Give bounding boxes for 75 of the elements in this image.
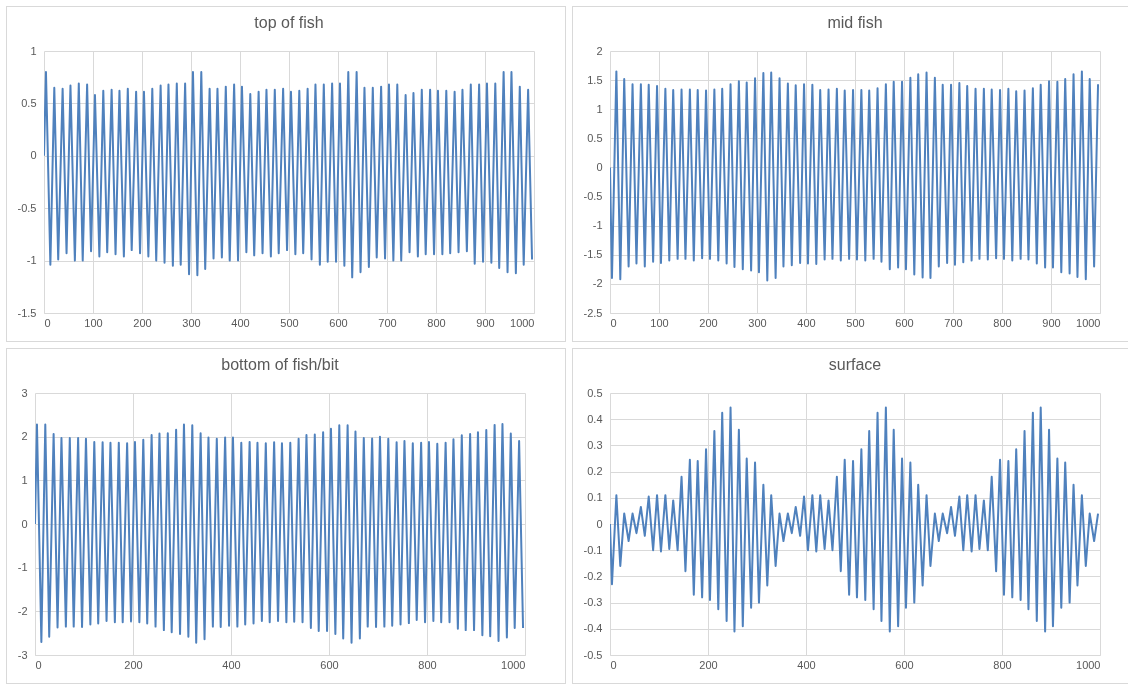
y-tick-label: 0.4 [587,412,603,425]
y-tick-label: 2 [21,430,28,443]
y-tick-label: 2 [596,44,603,57]
y-tick-label: -1 [17,561,28,574]
y-tick-label: 1.5 [587,73,603,86]
line-series [44,70,534,279]
chart-title: surface [828,356,882,373]
y-tick-label: -2 [592,277,603,290]
x-tick-label: 600 [895,658,914,671]
y-tick-label: 0.5 [587,131,603,144]
x-tick-label: 200 [699,658,718,671]
x-tick-label: 400 [797,658,816,671]
y-tick-label: 0.5 [587,386,603,399]
y-tick-label: -1 [592,219,603,232]
line-series [35,423,525,644]
x-tick-label: 200 [133,316,152,329]
x-tick-label: 500 [846,316,865,329]
x-tick-label: 900 [1042,316,1061,329]
x-tick-label: 0 [610,316,617,329]
x-tick-label: 400 [222,658,241,671]
x-tick-label: 200 [699,316,718,329]
line-series [610,406,1100,633]
y-tick-label: -1.5 [17,306,37,319]
y-tick-label: -0.5 [583,648,603,661]
x-tick-label: 0 [610,658,617,671]
x-tick-label: 800 [993,316,1012,329]
x-tick-label: 1000 [1076,316,1101,329]
y-tick-label: 1 [21,473,28,486]
x-tick-label: 500 [280,316,299,329]
x-tick-label: 0 [44,316,51,329]
x-tick-label: 600 [895,316,914,329]
x-tick-label: 700 [944,316,963,329]
y-tick-label: -1.5 [583,248,603,261]
chart-title: top of fish [254,14,324,31]
y-tick-label: -0.5 [17,201,37,214]
x-tick-label: 900 [476,316,495,329]
x-tick-label: 200 [124,658,143,671]
x-tick-label: 300 [748,316,767,329]
y-tick-label: -3 [17,648,28,661]
y-tick-label: 3 [21,386,28,399]
y-tick-label: -0.2 [583,569,603,582]
x-tick-label: 1000 [501,658,526,671]
x-tick-label: 600 [329,316,348,329]
y-tick-label: 0.2 [587,465,603,478]
y-tick-label: -2 [17,604,28,617]
x-tick-label: 700 [378,316,397,329]
chart-title: bottom of fish/bit [221,356,340,373]
y-tick-label: -0.3 [583,596,603,609]
y-tick-label: -1 [26,254,37,267]
y-tick-label: 0 [596,160,603,173]
y-tick-label: 0 [21,517,28,530]
x-tick-label: 800 [427,316,446,329]
x-tick-label: 1000 [1076,658,1101,671]
y-tick-label: -2.5 [583,306,603,319]
y-tick-label: 0 [596,517,603,530]
y-tick-label: -0.5 [583,190,603,203]
x-tick-label: 100 [650,316,669,329]
y-tick-label: -0.4 [583,622,603,635]
y-tick-label: 0 [30,149,37,162]
line-series [610,70,1100,282]
x-tick-label: 100 [84,316,103,329]
x-tick-label: 600 [320,658,339,671]
chart-title: mid fish [827,14,883,31]
y-tick-label: 0.5 [21,96,37,109]
y-tick-label: 0.3 [587,438,603,451]
x-tick-label: 800 [993,658,1012,671]
y-tick-label: 1 [30,44,37,57]
y-tick-label: 0.1 [587,491,603,504]
x-tick-label: 300 [182,316,201,329]
y-tick-label: 1 [596,102,603,115]
x-tick-label: 800 [418,658,437,671]
x-tick-label: 400 [797,316,816,329]
x-tick-label: 1000 [510,316,535,329]
y-tick-label: -0.1 [583,543,603,556]
x-tick-label: 400 [231,316,250,329]
